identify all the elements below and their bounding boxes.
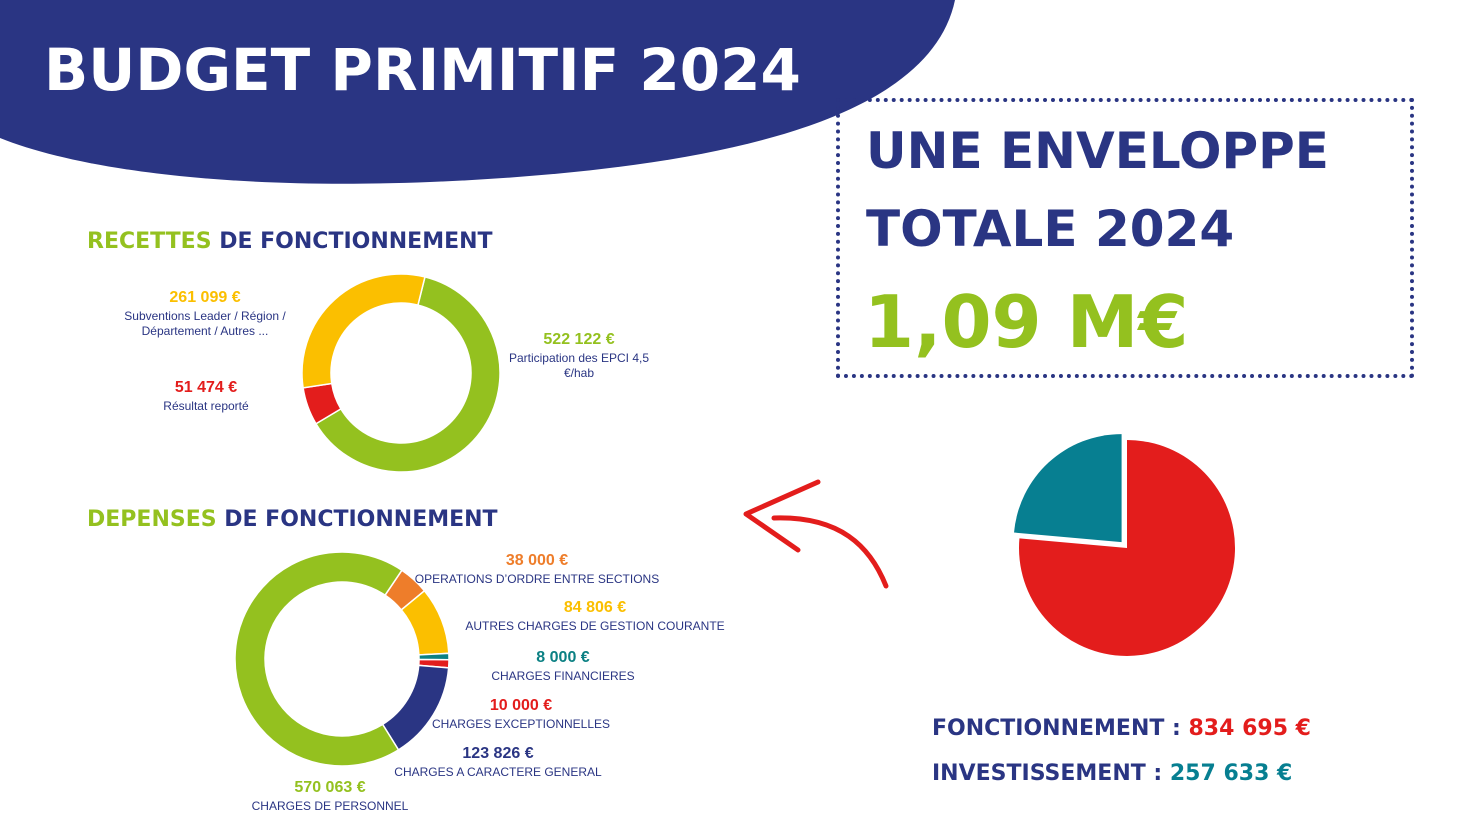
depenses-donut-chart: [234, 551, 450, 767]
label-caractere-general-desc: CHARGES A CARACTERE GENERAL: [394, 764, 602, 779]
arrow-icon: [743, 479, 889, 589]
depenses-title: DEPENSES DE FONCTIONNEMENT: [87, 507, 498, 532]
summary-fonctionnement: FONCTIONNEMENT : 834 695 €: [932, 716, 1311, 741]
label-subventions: 261 099 € Subventions Leader / Région / …: [110, 288, 300, 340]
summary-investissement-label: INVESTISSEMENT :: [932, 761, 1170, 786]
depenses-title-rest: DE FONCTIONNEMENT: [216, 507, 498, 532]
recettes-title-highlight: RECETTES: [87, 229, 212, 254]
page-title: BUDGET PRIMITIF 2024: [44, 36, 801, 104]
recettes-slice-0: [314, 276, 501, 473]
label-exceptionnelles-amount: 10 000 €: [489, 697, 553, 714]
summary-fonctionnement-value: 834 695 €: [1188, 716, 1311, 741]
label-autres-charges-desc: AUTRES CHARGES DE GESTION COURANTE: [465, 618, 725, 633]
depenses-slice-2: [418, 652, 450, 661]
label-exceptionnelles-desc: CHARGES EXCEPTIONNELLES: [431, 716, 611, 731]
label-exceptionnelles: 10 000 € CHARGES EXCEPTIONNELLES: [430, 696, 612, 732]
label-financieres-desc: CHARGES FINANCIERES: [491, 668, 635, 683]
label-personnel: 570 063 € CHARGES DE PERSONNEL: [248, 778, 412, 814]
label-participation-amount: 522 122 €: [543, 331, 615, 348]
label-autres-charges-amount: 84 806 €: [563, 599, 627, 616]
recettes-title: RECETTES DE FONCTIONNEMENT: [87, 229, 493, 254]
label-autres-charges: 84 806 € AUTRES CHARGES DE GESTION COURA…: [462, 598, 728, 634]
label-personnel-desc: CHARGES DE PERSONNEL: [251, 798, 409, 813]
label-personnel-amount: 570 063 €: [294, 779, 366, 796]
label-caractere-general: 123 826 € CHARGES A CARACTERE GENERAL: [392, 744, 604, 780]
header-banner: [0, 0, 955, 184]
label-resultat-amount: 51 474 €: [174, 379, 238, 396]
recettes-donut-chart: [301, 273, 501, 473]
summary-investissement-value: 257 633 €: [1169, 761, 1293, 786]
label-operations-amount: 38 000 €: [505, 552, 569, 569]
envelope-line2: TOTALE 2024: [866, 200, 1235, 258]
label-financieres-amount: 8 000 €: [536, 649, 590, 666]
label-operations: 38 000 € OPERATIONS D’ORDRE ENTRE SECTIO…: [408, 551, 666, 587]
label-participation-desc: Participation des EPCI 4,5 €/hab: [508, 350, 650, 381]
recettes-title-rest: DE FONCTIONNEMENT: [211, 229, 493, 254]
label-caractere-general-amount: 123 826 €: [462, 745, 534, 762]
depenses-title-highlight: DEPENSES: [87, 507, 217, 532]
envelope-amount: 1,09 M€: [864, 280, 1189, 364]
recettes-slice-2: [301, 273, 426, 389]
label-resultat-desc: Résultat reporté: [163, 398, 249, 413]
label-subventions-amount: 261 099 €: [169, 289, 241, 306]
summary-investissement: INVESTISSEMENT : 257 633 €: [932, 761, 1292, 786]
label-operations-desc: OPERATIONS D’ORDRE ENTRE SECTIONS: [414, 571, 660, 586]
total-pie-chart: [1014, 434, 1235, 656]
summary-fonctionnement-label: FONCTIONNEMENT :: [932, 716, 1189, 741]
envelope-box: UNE ENVELOPPE TOTALE 2024 1,09 M€: [836, 98, 1414, 378]
label-resultat: 51 474 € Résultat reporté: [140, 378, 272, 414]
depenses-slice-5: [234, 551, 403, 767]
label-subventions-desc: Subventions Leader / Région / Départemen…: [124, 308, 286, 339]
label-financieres: 8 000 € CHARGES FINANCIERES: [482, 648, 644, 684]
envelope-line1: UNE ENVELOPPE: [866, 122, 1329, 180]
label-participation: 522 122 € Participation des EPCI 4,5 €/h…: [508, 330, 650, 382]
total-slice-0: [1019, 440, 1235, 656]
total-slice-1: [1014, 434, 1122, 543]
